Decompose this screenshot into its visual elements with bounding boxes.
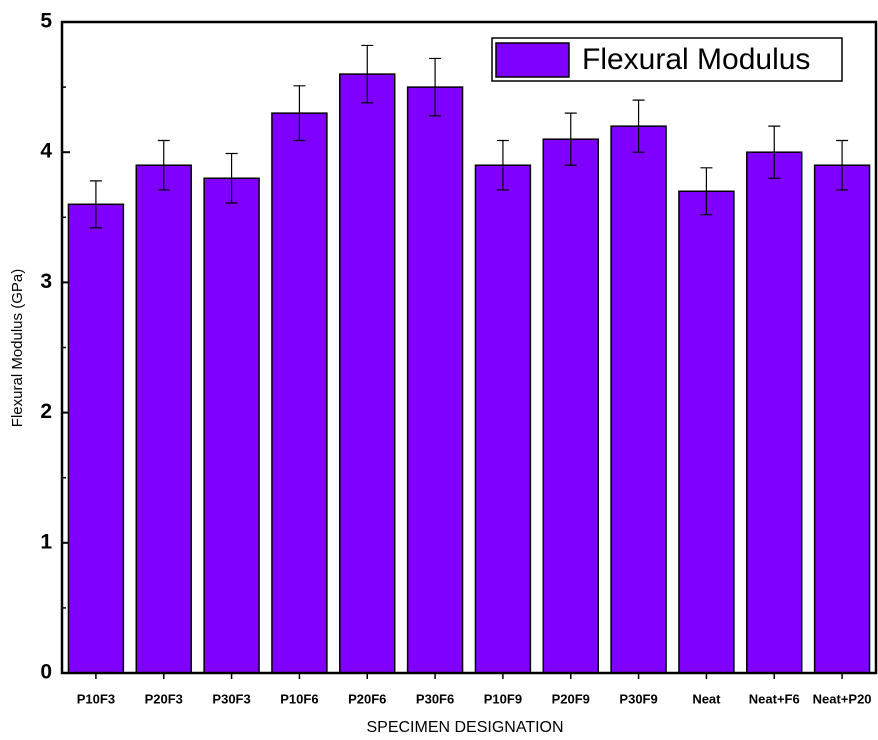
y-tick-label: 1 (40, 530, 52, 553)
x-axis-title: SPECIMEN DESIGNATION (366, 719, 563, 736)
bar (542, 138, 599, 674)
bar (813, 164, 871, 674)
bar (406, 86, 464, 674)
error-bar (836, 139, 849, 191)
y-tick-label: 0 (40, 661, 52, 684)
legend-label: Flexural Modulus (582, 43, 810, 76)
error-bar (157, 139, 170, 191)
bar (339, 73, 396, 674)
error-bar (564, 112, 577, 166)
bar (474, 164, 532, 674)
plot-frame (60, 20, 878, 675)
x-tick-label: P10F3 (77, 691, 115, 706)
error-bar (768, 125, 781, 179)
x-tick-label: P30F3 (212, 691, 250, 706)
y-tick-label: 5 (40, 10, 52, 33)
y-tick-label: 4 (40, 140, 52, 163)
x-tick-label: P20F3 (145, 691, 183, 706)
error-bar (361, 44, 374, 104)
bar (203, 177, 260, 674)
error-bar (496, 139, 509, 191)
bar (135, 164, 192, 674)
x-tick-label: Neat+F6 (749, 691, 800, 706)
y-tick-label: 2 (40, 400, 52, 423)
legend-swatch (495, 42, 570, 78)
error-bar (429, 57, 442, 117)
x-tick-label: Neat (692, 691, 721, 706)
error-bar (293, 85, 306, 142)
y-tick-label: 3 (40, 270, 52, 293)
x-tick-label: P30F9 (619, 691, 657, 706)
bar (746, 151, 803, 674)
x-tick-label: Neat+P20 (813, 691, 872, 706)
x-tick-label: P10F9 (484, 691, 522, 706)
error-bar (225, 152, 238, 204)
x-tick-label: P30F6 (416, 691, 454, 706)
error-bar (700, 167, 713, 216)
bar (271, 112, 328, 674)
x-tick-label: P10F6 (280, 691, 318, 706)
bar (678, 190, 735, 674)
y-axis-title: Flexural Modulus (GPa) (9, 269, 26, 427)
bar (610, 125, 667, 674)
error-bar (632, 99, 645, 153)
error-bar (89, 180, 102, 229)
x-tick-label: P20F6 (348, 691, 386, 706)
bar (67, 203, 125, 674)
x-tick-label: P20F9 (552, 691, 590, 706)
